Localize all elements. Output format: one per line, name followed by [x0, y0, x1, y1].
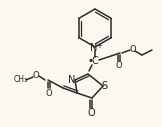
Text: O: O — [46, 89, 52, 98]
Text: O: O — [87, 108, 95, 118]
Text: CH₃: CH₃ — [14, 75, 28, 84]
Text: N: N — [90, 43, 98, 53]
Text: N: N — [68, 75, 76, 85]
Text: O: O — [33, 72, 39, 81]
Text: •: • — [87, 55, 93, 66]
Text: O: O — [130, 45, 136, 54]
Text: O: O — [116, 60, 122, 69]
Text: C: C — [92, 56, 98, 66]
Text: +: + — [96, 43, 102, 49]
Text: S: S — [101, 81, 107, 91]
